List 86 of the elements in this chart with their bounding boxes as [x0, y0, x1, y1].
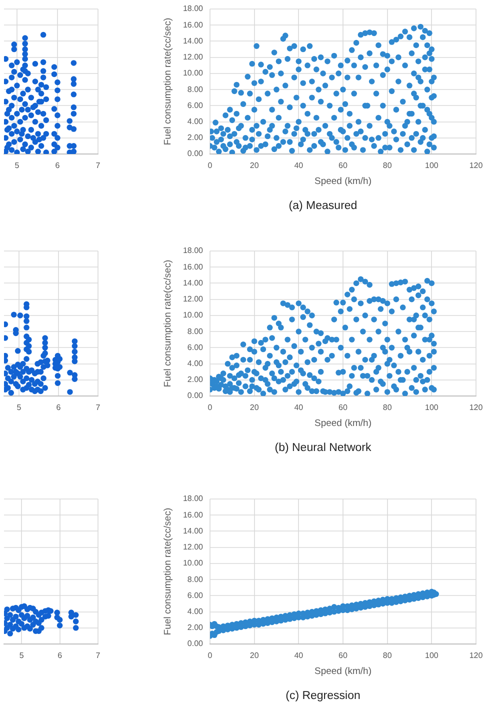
y-tick-label: 12.00	[182, 294, 204, 304]
point	[72, 618, 79, 624]
x-tick-label: 20	[250, 651, 260, 660]
y-tick-label: 2.00	[187, 375, 204, 384]
y-tick-label: 18.00	[182, 4, 204, 14]
x-tick-label: 100	[424, 651, 439, 660]
y-tick-label: 0.00	[187, 391, 204, 400]
x-tick-label: 20	[250, 403, 260, 412]
x-tick-label: 5	[14, 161, 20, 170]
y-tick-label: 18.00	[182, 494, 204, 504]
x-tick-label: 80	[382, 403, 392, 412]
point	[27, 626, 33, 632]
x-tick-label: 20	[250, 161, 260, 170]
x-tick-label: 7	[96, 161, 101, 170]
x-tick-label: 6	[56, 403, 62, 412]
x-tick-label: 7	[96, 403, 101, 412]
y-tick-label: 18.00	[182, 246, 204, 256]
x-tick-label: 100	[424, 161, 439, 170]
x-tick-label: 0	[208, 651, 213, 660]
y-tick-label: 10.00	[182, 68, 204, 78]
y-tick-label: 6.00	[187, 342, 204, 352]
y-tick-label: 2.00	[187, 623, 204, 632]
y-tick-label: 12.00	[182, 52, 204, 62]
x-tick-label: 7	[96, 651, 101, 660]
x-axis-title: Speed (km/h)	[314, 666, 372, 677]
point	[7, 622, 14, 628]
point	[38, 616, 44, 623]
x-tick-label: 5	[19, 651, 24, 660]
point	[7, 630, 14, 636]
y-tick-label: 16.00	[182, 510, 204, 520]
y-tick-label: 4.00	[187, 358, 204, 368]
point	[56, 616, 63, 623]
y-tick-label: 14.00	[182, 36, 204, 46]
x-tick-label: 80	[382, 161, 392, 170]
x-tick-label: 120	[469, 403, 484, 412]
point	[18, 620, 24, 627]
point	[12, 614, 19, 620]
point	[16, 626, 22, 632]
y-tick-label: 14.00	[182, 278, 204, 288]
x-tick-label: 120	[469, 651, 484, 660]
point	[7, 612, 14, 618]
y-tick-label: 6.00	[187, 100, 204, 110]
x-tick-label: 100	[424, 403, 439, 412]
point	[54, 610, 60, 616]
x-tick-label: 0	[208, 403, 213, 412]
y-tick-label: 12.00	[182, 542, 204, 552]
x-tick-label: 60	[338, 403, 348, 412]
x-tick-label: 80	[382, 651, 392, 660]
x-tick-label: 40	[294, 651, 304, 660]
y-axis-title: Fuel consumption rate(cc/sec)	[162, 508, 174, 636]
point	[30, 614, 36, 620]
x-tick-label: 0	[208, 161, 213, 170]
x-tick-label: 60	[338, 161, 348, 170]
point	[72, 612, 79, 618]
y-tick-label: 16.00	[182, 20, 204, 30]
y-tick-label: 6.00	[187, 590, 204, 600]
point	[38, 624, 44, 631]
x-axis-title: Speed (km/h)	[314, 176, 372, 187]
y-tick-label: 2.00	[187, 133, 204, 142]
x-tick-label: 40	[294, 161, 304, 170]
y-tick-label: 0.00	[187, 149, 204, 158]
x-tick-label: 120	[469, 161, 484, 170]
text: (a) Measured	[288, 199, 358, 213]
text: (b) Neural Network	[274, 441, 372, 455]
y-tick-label: 8.00	[187, 84, 204, 94]
x-axis-title: Speed (km/h)	[314, 418, 372, 429]
y-tick-label: 10.00	[182, 310, 204, 320]
point	[56, 622, 63, 628]
x-tick-label: 40	[294, 403, 304, 412]
y-tick-label: 4.00	[187, 116, 204, 126]
x-tick-label: 5	[16, 403, 22, 412]
x-tick-label: 6	[58, 651, 63, 660]
y-tick-label: 8.00	[187, 574, 204, 584]
text: (c) Regression	[284, 689, 362, 703]
y-tick-label: 4.00	[187, 606, 204, 616]
y-axis-title: Fuel consumption rate(cc/sec)	[162, 260, 174, 388]
y-tick-label: 0.00	[187, 639, 204, 648]
y-tick-label: 10.00	[182, 558, 204, 568]
point	[72, 624, 79, 631]
y-tick-label: 14.00	[182, 526, 204, 536]
point	[4, 606, 10, 612]
x-tick-label: 60	[338, 651, 348, 660]
y-tick-label: 16.00	[182, 262, 204, 272]
y-axis-title: Fuel consumption rate(cc/sec)	[162, 18, 174, 146]
x-tick-label: 6	[55, 161, 60, 170]
y-tick-label: 8.00	[187, 326, 204, 336]
